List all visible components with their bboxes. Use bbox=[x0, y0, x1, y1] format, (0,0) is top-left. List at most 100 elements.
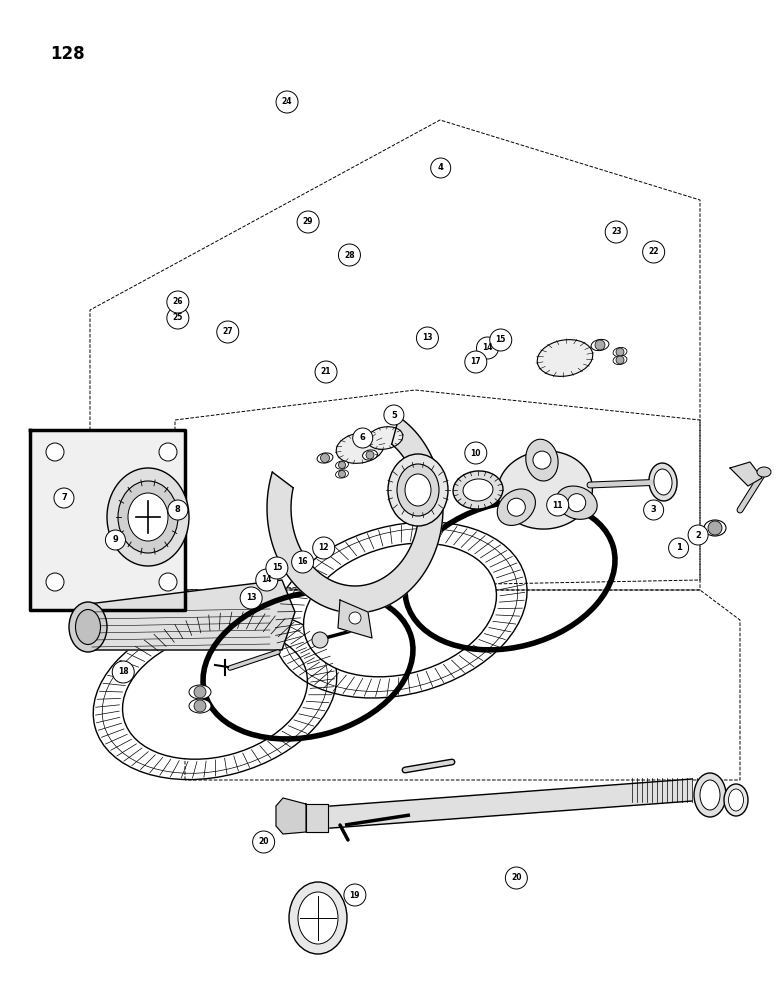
Ellipse shape bbox=[497, 489, 535, 525]
Text: 22: 22 bbox=[648, 247, 659, 256]
Text: 15: 15 bbox=[495, 336, 506, 344]
Circle shape bbox=[616, 348, 624, 356]
Circle shape bbox=[533, 451, 551, 469]
Text: 26: 26 bbox=[172, 298, 183, 306]
Circle shape bbox=[349, 612, 361, 624]
Text: 21: 21 bbox=[321, 367, 332, 376]
Circle shape bbox=[276, 91, 298, 113]
Circle shape bbox=[315, 361, 337, 383]
Circle shape bbox=[313, 537, 335, 559]
Ellipse shape bbox=[388, 454, 448, 526]
Text: 8: 8 bbox=[175, 506, 181, 514]
Circle shape bbox=[417, 327, 438, 349]
Circle shape bbox=[54, 488, 74, 508]
Text: 2: 2 bbox=[695, 530, 701, 540]
Circle shape bbox=[344, 884, 366, 906]
Text: 10: 10 bbox=[470, 448, 481, 458]
Circle shape bbox=[217, 321, 239, 343]
Circle shape bbox=[159, 443, 177, 461]
Polygon shape bbox=[318, 779, 692, 829]
Text: 13: 13 bbox=[246, 593, 257, 602]
Ellipse shape bbox=[189, 685, 211, 699]
Ellipse shape bbox=[724, 784, 748, 816]
Ellipse shape bbox=[189, 699, 211, 713]
Circle shape bbox=[297, 211, 319, 233]
Circle shape bbox=[595, 340, 605, 350]
Text: 7: 7 bbox=[61, 493, 67, 502]
Circle shape bbox=[167, 291, 189, 313]
Circle shape bbox=[507, 498, 525, 516]
Ellipse shape bbox=[317, 453, 333, 463]
Text: 3: 3 bbox=[651, 506, 657, 514]
Ellipse shape bbox=[289, 882, 347, 954]
Ellipse shape bbox=[397, 464, 439, 516]
Ellipse shape bbox=[694, 773, 726, 817]
Ellipse shape bbox=[704, 520, 726, 536]
Circle shape bbox=[339, 462, 346, 468]
Text: 14: 14 bbox=[261, 576, 272, 584]
Text: 23: 23 bbox=[611, 228, 622, 236]
Circle shape bbox=[668, 538, 689, 558]
Text: 28: 28 bbox=[344, 250, 355, 259]
Ellipse shape bbox=[729, 789, 743, 811]
Circle shape bbox=[644, 500, 664, 520]
Circle shape bbox=[46, 443, 64, 461]
Circle shape bbox=[194, 700, 206, 712]
Ellipse shape bbox=[700, 780, 720, 810]
Polygon shape bbox=[338, 600, 372, 638]
Ellipse shape bbox=[363, 450, 378, 460]
Ellipse shape bbox=[453, 471, 503, 509]
Ellipse shape bbox=[463, 479, 493, 501]
Ellipse shape bbox=[335, 461, 349, 469]
Circle shape bbox=[366, 451, 374, 459]
Text: 25: 25 bbox=[172, 314, 183, 322]
Text: 128: 128 bbox=[50, 45, 84, 63]
Ellipse shape bbox=[336, 433, 384, 463]
Text: 20: 20 bbox=[511, 874, 522, 882]
Circle shape bbox=[616, 356, 624, 364]
Circle shape bbox=[605, 221, 627, 243]
Circle shape bbox=[46, 573, 64, 591]
Circle shape bbox=[240, 587, 262, 609]
Ellipse shape bbox=[303, 543, 497, 677]
Ellipse shape bbox=[122, 631, 307, 759]
Text: 11: 11 bbox=[552, 500, 563, 510]
Text: 13: 13 bbox=[422, 334, 433, 342]
Polygon shape bbox=[730, 462, 762, 486]
Text: 14: 14 bbox=[482, 344, 493, 353]
Ellipse shape bbox=[69, 602, 107, 652]
Circle shape bbox=[292, 551, 314, 573]
Ellipse shape bbox=[757, 467, 771, 477]
Circle shape bbox=[547, 494, 569, 516]
Circle shape bbox=[465, 442, 487, 464]
Text: 29: 29 bbox=[303, 218, 314, 227]
Text: 12: 12 bbox=[318, 544, 329, 552]
Text: 15: 15 bbox=[271, 564, 282, 572]
Circle shape bbox=[168, 500, 188, 520]
Text: 27: 27 bbox=[222, 328, 233, 336]
Polygon shape bbox=[267, 417, 443, 613]
Ellipse shape bbox=[298, 892, 338, 944]
Circle shape bbox=[266, 557, 288, 579]
Text: 5: 5 bbox=[391, 410, 397, 420]
Ellipse shape bbox=[335, 470, 349, 478]
Text: 20: 20 bbox=[258, 838, 269, 846]
Text: 4: 4 bbox=[438, 163, 444, 172]
Circle shape bbox=[477, 337, 498, 359]
Circle shape bbox=[353, 428, 373, 448]
Text: 19: 19 bbox=[349, 890, 360, 900]
Circle shape bbox=[384, 405, 404, 425]
Text: 17: 17 bbox=[470, 358, 481, 366]
Circle shape bbox=[431, 158, 451, 178]
Circle shape bbox=[159, 573, 177, 591]
Ellipse shape bbox=[107, 468, 189, 566]
Text: 1: 1 bbox=[675, 544, 682, 552]
Circle shape bbox=[194, 686, 206, 698]
Ellipse shape bbox=[128, 493, 168, 541]
Ellipse shape bbox=[613, 347, 627, 357]
Ellipse shape bbox=[76, 609, 101, 645]
Ellipse shape bbox=[654, 469, 672, 495]
Circle shape bbox=[505, 867, 527, 889]
Circle shape bbox=[321, 454, 329, 462]
Circle shape bbox=[688, 525, 708, 545]
